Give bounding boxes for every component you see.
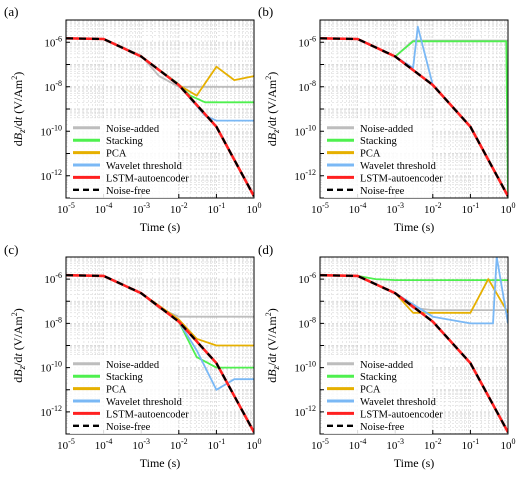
legend-entry: Wavelet threshold bbox=[360, 161, 437, 172]
x-tick-label: 10-1 bbox=[462, 201, 480, 216]
legend-entry: Noise-free bbox=[360, 422, 405, 433]
legend-entry: Wavelet threshold bbox=[360, 397, 437, 408]
legend-entry: LSTM-autoencoder bbox=[360, 409, 443, 420]
legend-entry: Noise-added bbox=[360, 360, 414, 371]
legend-entry: PCA bbox=[106, 385, 127, 396]
panel-label: (b) bbox=[258, 4, 273, 19]
x-tick-label: 10-4 bbox=[95, 437, 113, 452]
series-line-noise-free bbox=[320, 37, 508, 197]
legend-box bbox=[70, 355, 178, 434]
legend-entry: PCA bbox=[360, 385, 381, 396]
legend-entry: Noise-added bbox=[106, 360, 160, 371]
x-tick-label: 100 bbox=[247, 437, 262, 452]
y-tick-label: 10-6 bbox=[44, 34, 62, 49]
x-axis-label: Time (s) bbox=[140, 220, 181, 234]
legend-entry: PCA bbox=[106, 149, 127, 160]
panel-c: 10-5 10-4 10-3 10-2 10-1 100 10-12 10-10 10-8 10-… bbox=[4, 242, 262, 470]
legend-entry: Noise-added bbox=[106, 124, 160, 135]
y-tick-label: 10-12 bbox=[40, 168, 62, 183]
y-tick-label: 10-6 bbox=[298, 271, 316, 286]
x-tick-label: 10-3 bbox=[386, 201, 404, 216]
x-tick-label: 10-5 bbox=[311, 201, 329, 216]
x-tick-label: 10-4 bbox=[95, 201, 113, 216]
y-tick-label: 10-10 bbox=[40, 360, 62, 375]
x-tick-label: 10-2 bbox=[424, 201, 442, 216]
x-tick-label: 10-5 bbox=[57, 437, 75, 452]
panel-label: (d) bbox=[258, 242, 273, 257]
x-axis-label: Time (s) bbox=[394, 456, 435, 470]
series-line-noise-free bbox=[66, 274, 254, 433]
legend-entry: Stacking bbox=[360, 136, 397, 147]
y-tick-label: 10-12 bbox=[294, 168, 316, 183]
y-tick-label: 10-8 bbox=[298, 315, 316, 330]
y-axis-label: dBz/dt (V/Am2) bbox=[10, 72, 27, 147]
legend-entry: Stacking bbox=[106, 372, 143, 383]
legend-entry: PCA bbox=[360, 149, 381, 160]
y-tick-label: 10-6 bbox=[298, 34, 316, 49]
x-tick-label: 10-1 bbox=[208, 201, 226, 216]
series-line-stacking bbox=[66, 274, 254, 369]
series-line-noise-free bbox=[66, 37, 254, 197]
series-group bbox=[320, 25, 508, 198]
x-tick-label: 10-1 bbox=[462, 437, 480, 452]
x-tick-label: 10-3 bbox=[132, 201, 150, 216]
x-tick-label: 10-4 bbox=[349, 201, 367, 216]
series-line-wavelet-threshold bbox=[66, 37, 254, 122]
y-tick-label: 10-10 bbox=[294, 123, 316, 138]
series-group bbox=[320, 257, 508, 433]
legend-entry: Wavelet threshold bbox=[106, 397, 183, 408]
x-tick-label: 10-4 bbox=[349, 437, 367, 452]
x-tick-label: 100 bbox=[247, 201, 262, 216]
y-axis-label: dBz/dt (V/Am2) bbox=[10, 308, 27, 383]
x-tick-label: 10-5 bbox=[57, 201, 75, 216]
x-tick-label: 10-2 bbox=[424, 437, 442, 452]
x-tick-label: 10-2 bbox=[170, 437, 188, 452]
legend-entry: Stacking bbox=[360, 372, 397, 383]
legend-entry: Noise-free bbox=[106, 186, 151, 197]
y-tick-label: 10-10 bbox=[40, 123, 62, 138]
legend-entry: Noise-free bbox=[106, 422, 151, 433]
panel-b: 10-5 10-4 10-3 10-2 10-1 100 10-12 10-10 10-8 10-… bbox=[258, 4, 516, 234]
y-tick-label: 10-12 bbox=[294, 404, 316, 419]
legend-entry: Stacking bbox=[106, 136, 143, 147]
panel-label: (c) bbox=[4, 242, 18, 257]
x-tick-label: 100 bbox=[501, 437, 516, 452]
y-tick-label: 10-8 bbox=[298, 79, 316, 94]
legend-entry: Noise-added bbox=[360, 124, 414, 135]
panel-d: 10-5 10-4 10-3 10-2 10-1 100 10-12 10-10 10-8 10-… bbox=[258, 242, 516, 470]
x-tick-label: 10-1 bbox=[208, 437, 226, 452]
y-tick-label: 10-6 bbox=[44, 271, 62, 286]
y-tick-label: 10-8 bbox=[44, 315, 62, 330]
x-tick-label: 10-5 bbox=[311, 437, 329, 452]
legend-box bbox=[70, 119, 178, 198]
y-axis-label: dBz/dt (V/Am2) bbox=[264, 72, 281, 147]
legend-entry: LSTM-autoencoder bbox=[360, 173, 443, 184]
legend-box bbox=[324, 355, 432, 434]
x-axis-label: Time (s) bbox=[140, 456, 181, 470]
legend-entry: Wavelet threshold bbox=[106, 161, 183, 172]
panel-a: 10-5 10-4 10-3 10-2 10-1 100 10-12 10-10 10-8 10-… bbox=[4, 4, 262, 234]
x-tick-label: 10-2 bbox=[170, 201, 188, 216]
panel-label: (a) bbox=[4, 4, 18, 19]
series-line-noise-free bbox=[320, 274, 508, 433]
y-tick-label: 10-12 bbox=[40, 404, 62, 419]
legend-box bbox=[324, 119, 432, 198]
series-group bbox=[66, 273, 254, 433]
legend-entry: LSTM-autoencoder bbox=[106, 173, 189, 184]
x-tick-label: 10-3 bbox=[386, 437, 404, 452]
x-tick-label: 100 bbox=[501, 201, 516, 216]
y-axis-label: dBz/dt (V/Am2) bbox=[264, 308, 281, 383]
x-tick-label: 10-3 bbox=[132, 437, 150, 452]
x-axis-label: Time (s) bbox=[394, 220, 435, 234]
series-group bbox=[66, 37, 254, 197]
legend-entry: LSTM-autoencoder bbox=[106, 409, 189, 420]
y-tick-label: 10-10 bbox=[294, 360, 316, 375]
y-tick-label: 10-8 bbox=[44, 79, 62, 94]
legend-entry: Noise-free bbox=[360, 186, 405, 197]
